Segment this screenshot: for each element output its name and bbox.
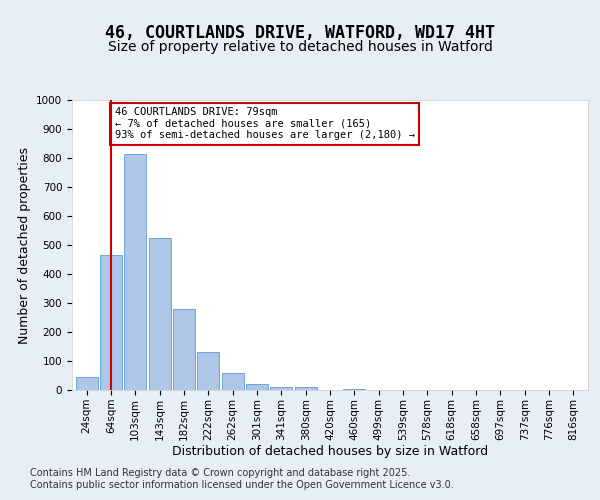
Bar [295, 387, 317, 390]
Bar [197, 352, 219, 390]
Bar [149, 238, 170, 390]
X-axis label: Distribution of detached houses by size in Watford: Distribution of detached houses by size … [172, 446, 488, 458]
Bar [343, 388, 365, 390]
Text: 46 COURTLANDS DRIVE: 79sqm
← 7% of detached houses are smaller (165)
93% of semi: 46 COURTLANDS DRIVE: 79sqm ← 7% of detac… [115, 108, 415, 140]
Text: Size of property relative to detached houses in Watford: Size of property relative to detached ho… [107, 40, 493, 54]
Bar [246, 384, 268, 390]
Bar [221, 372, 244, 390]
Text: Contains HM Land Registry data © Crown copyright and database right 2025.
Contai: Contains HM Land Registry data © Crown c… [30, 468, 454, 490]
Bar [124, 154, 146, 390]
Bar [76, 376, 98, 390]
Bar [100, 255, 122, 390]
Bar [271, 387, 292, 390]
Text: 46, COURTLANDS DRIVE, WATFORD, WD17 4HT: 46, COURTLANDS DRIVE, WATFORD, WD17 4HT [105, 24, 495, 42]
Y-axis label: Number of detached properties: Number of detached properties [17, 146, 31, 344]
Bar [173, 309, 195, 390]
